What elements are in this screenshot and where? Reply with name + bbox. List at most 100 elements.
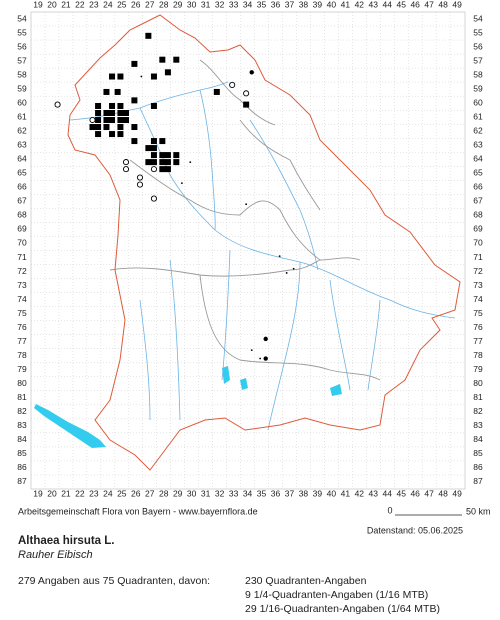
column-label: 37 — [285, 488, 295, 498]
row-label: 58 — [17, 69, 27, 79]
row-label: 75 — [17, 308, 27, 318]
record-square — [131, 124, 138, 131]
record-dot — [263, 336, 268, 342]
column-label: 28 — [159, 488, 169, 498]
column-label: 36 — [271, 488, 281, 498]
record-square — [95, 110, 102, 117]
row-label: 78 — [473, 350, 483, 360]
record-square — [164, 152, 171, 159]
row-label: 64 — [17, 154, 27, 164]
row-label: 54 — [17, 13, 27, 23]
record-square — [95, 117, 102, 124]
column-label: 24 — [103, 0, 113, 9]
record-square — [95, 124, 102, 131]
record-small — [245, 203, 248, 206]
record-small — [259, 357, 262, 360]
record-square — [89, 124, 96, 131]
record-square — [131, 97, 138, 104]
record-square — [109, 110, 116, 117]
row-label: 69 — [473, 224, 483, 234]
column-label: 48 — [438, 488, 448, 498]
row-label: 84 — [473, 434, 483, 444]
row-label: 71 — [17, 252, 27, 262]
column-label: 49 — [452, 0, 462, 9]
row-label: 82 — [17, 406, 27, 416]
record-circle — [136, 181, 144, 188]
record-square — [117, 102, 124, 109]
column-label: 25 — [117, 0, 127, 9]
record-square — [159, 159, 166, 166]
row-label: 72 — [17, 266, 27, 276]
column-label: 41 — [341, 488, 351, 498]
row-label: 67 — [473, 196, 483, 206]
record-small — [292, 267, 295, 270]
row-label: 57 — [17, 55, 27, 65]
row-label: 73 — [17, 280, 27, 290]
record-square — [159, 138, 166, 145]
record-square — [145, 32, 152, 39]
row-label: 74 — [17, 294, 27, 304]
record-circle — [89, 116, 96, 124]
record-square — [103, 117, 110, 124]
column-label: 30 — [187, 488, 197, 498]
credit: Arbeitsgemeinschaft Flora von Bayern - w… — [18, 506, 258, 516]
row-label: 81 — [473, 392, 483, 402]
row-label: 79 — [17, 364, 27, 374]
count: 230 Quadranten-Angaben — [245, 575, 367, 587]
column-label: 35 — [257, 488, 267, 498]
row-label: 60 — [17, 97, 27, 107]
row-label: 55 — [17, 27, 27, 37]
row-label: 71 — [473, 252, 483, 262]
record-square — [173, 152, 180, 159]
record-circle — [122, 159, 130, 166]
record-square — [150, 138, 157, 145]
row-label: 87 — [17, 476, 27, 486]
column-label: 23 — [89, 0, 99, 9]
column-label: 31 — [201, 488, 211, 498]
record-square — [123, 117, 130, 124]
row-label: 70 — [473, 238, 483, 248]
column-label: 43 — [369, 488, 379, 498]
column-label: 46 — [410, 488, 420, 498]
column-label: 47 — [424, 488, 434, 498]
column-label: 30 — [187, 0, 197, 9]
record-square — [145, 145, 152, 152]
record-square — [123, 110, 130, 117]
record-square — [109, 117, 116, 124]
column-label: 26 — [131, 0, 141, 9]
row-label: 80 — [17, 378, 27, 388]
column-label: 46 — [410, 0, 420, 9]
records — [54, 32, 295, 361]
record-small — [285, 272, 288, 274]
column-label: 39 — [313, 488, 323, 498]
row-label: 86 — [17, 462, 27, 472]
lake — [240, 378, 248, 390]
column-label: 21 — [61, 488, 71, 498]
column-label: 34 — [243, 488, 253, 498]
row-label: 63 — [473, 140, 483, 150]
record-circle — [122, 166, 130, 173]
record-square — [164, 166, 171, 173]
column-label: 20 — [47, 0, 57, 9]
row-label: 66 — [17, 182, 27, 192]
record-small — [175, 57, 178, 60]
record-square — [103, 124, 110, 131]
column-label: 33 — [229, 0, 239, 9]
row-label: 55 — [473, 27, 483, 37]
record-circle — [150, 195, 158, 202]
row-label: 76 — [17, 322, 27, 332]
column-label: 34 — [243, 0, 253, 9]
record-square — [150, 102, 157, 109]
column-label: 32 — [215, 488, 225, 498]
column-label: 26 — [131, 488, 141, 498]
row-label: 60 — [473, 97, 483, 107]
row-label: 85 — [473, 448, 483, 458]
record-square — [150, 152, 157, 159]
column-label: 19 — [33, 488, 43, 498]
record-small — [180, 182, 183, 185]
column-label: 23 — [89, 488, 99, 498]
column-label: 44 — [383, 0, 393, 9]
row-label: 62 — [17, 125, 27, 135]
date: Datenstand: 05.06.2025 — [367, 525, 463, 535]
column-label: 44 — [383, 488, 393, 498]
